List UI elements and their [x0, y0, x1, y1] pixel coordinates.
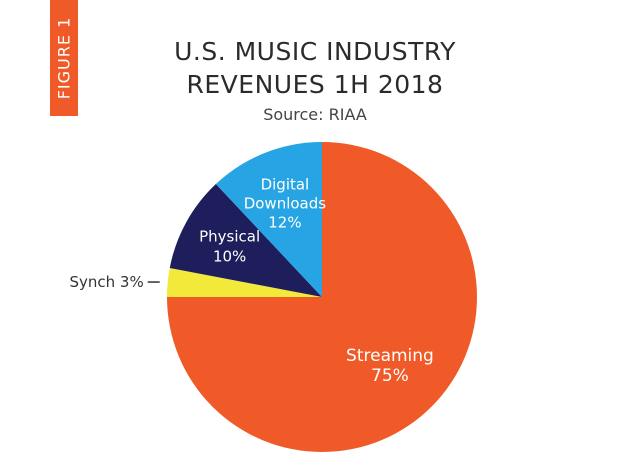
- chart-title-line-1: U.S. MUSIC INDUSTRY: [174, 37, 456, 66]
- pie-label-synch: Synch 3%: [69, 273, 143, 291]
- pie-label-physical-line-2: 10%: [213, 247, 246, 265]
- figure-tag: FIGURE 1: [50, 0, 78, 116]
- pie-label-digital-downloads-line-3: 12%: [268, 214, 301, 232]
- pie-label-streaming-line-2: 75%: [371, 366, 409, 386]
- pie-label-streaming-line-1: Streaming: [346, 346, 434, 366]
- pie-label-digital-downloads-line-2: Downloads: [244, 195, 327, 213]
- chart-title-line-2: REVENUES 1H 2018: [186, 70, 444, 99]
- pie-label-physical-line-1: Physical: [199, 227, 260, 245]
- pie-slice-physical: [169, 184, 322, 297]
- pie-slice-synch: [167, 267, 322, 297]
- pie-slice-digital-downloads: [215, 142, 322, 297]
- chart-source: Source: RIAA: [263, 105, 367, 124]
- pie-label-digital-downloads-line-1: Digital: [261, 176, 310, 194]
